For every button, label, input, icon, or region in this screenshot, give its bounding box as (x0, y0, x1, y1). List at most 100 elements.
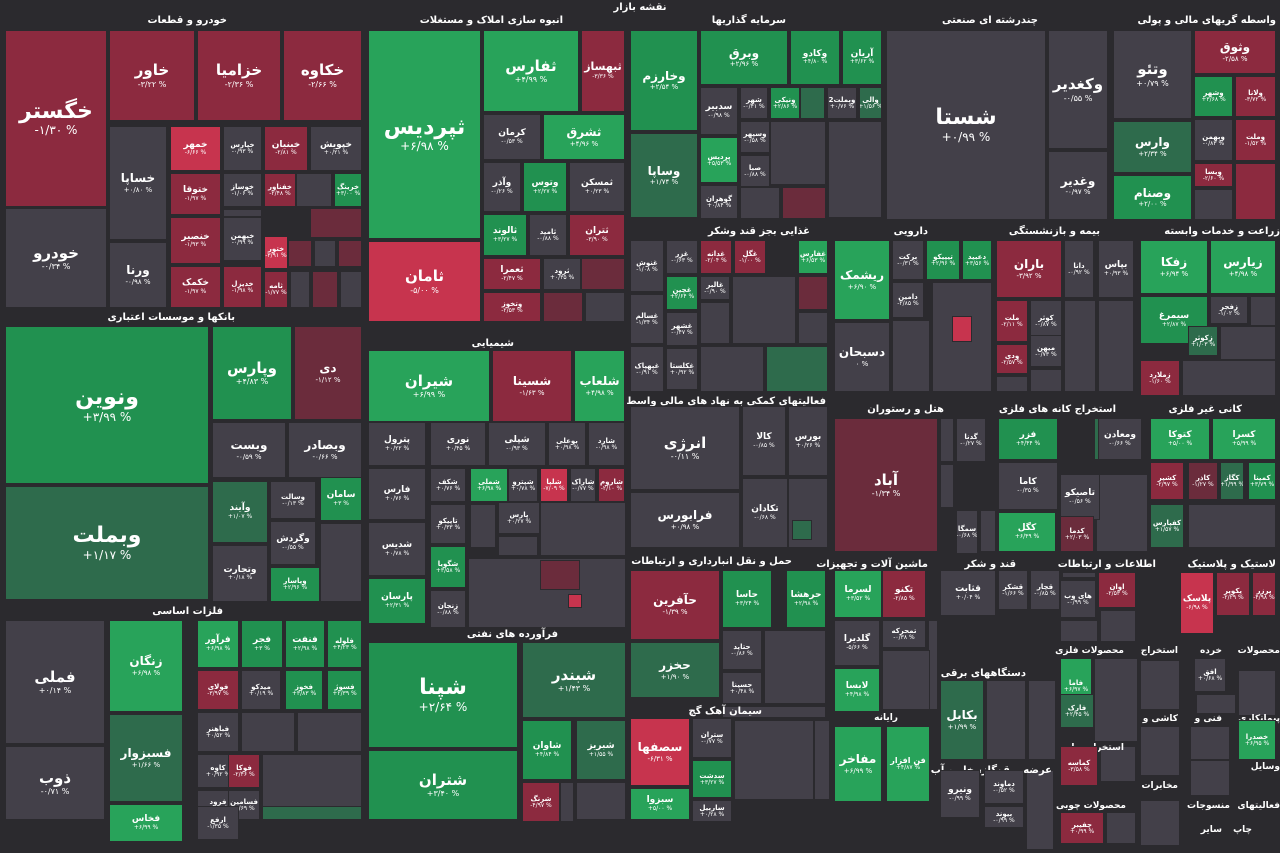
stock-tile[interactable]: خزامیا -۲/۳۶ % (197, 30, 281, 121)
sector-title[interactable]: غذایی بجز قند وشکر (707, 226, 810, 237)
sector-title[interactable]: سیمان آهک گچ (688, 706, 763, 717)
stock-tile[interactable]: بورس +۰/۲۶ % (788, 406, 828, 476)
sector-title[interactable]: فنی و (1194, 714, 1222, 724)
sector-title[interactable]: چاپ (1233, 825, 1252, 835)
stock-tile[interactable]: ثپردیس +۶/۹۸ % (368, 30, 481, 239)
stock-tile[interactable]: پلاسک -۶/۹۸ % (1180, 572, 1214, 634)
stock-tile[interactable]: کاذر -۱/۲۷ % (1188, 462, 1218, 500)
sector-title[interactable]: فعالیتهای (1237, 801, 1280, 811)
sector-title[interactable]: اطلاعات و ارتباطات (1057, 559, 1156, 570)
stock-tile[interactable]: زنگان +۶/۹۸ % (109, 620, 183, 712)
sector-title[interactable]: کانی غیر فلزی (1168, 404, 1242, 415)
stock-tile[interactable]: فارس +۰/۷۶ % (368, 468, 426, 520)
sector-title[interactable]: انبوه سازی املاک و مستغلات (419, 15, 563, 26)
stock-tile[interactable]: وسالت -۰/۱۳ % (270, 481, 316, 519)
stock-tile[interactable]: ونیکی +۲/۸۶ % (770, 87, 800, 119)
sector-title[interactable]: قند و شکر (964, 559, 1016, 570)
stock-tile[interactable]: شاروم -۲/۱۰ % (598, 468, 625, 502)
stock-tile[interactable]: ختور -۳/۹۱ % (264, 236, 288, 269)
stock-tile[interactable]: وبست -۰/۵۹ % (212, 422, 286, 478)
stock-tile[interactable]: شستا +۰/۹۹ % (886, 30, 1046, 220)
stock-tile[interactable]: ورنا -۰/۹۸ % (109, 242, 167, 308)
stock-tile[interactable]: وگردش -۰/۵۵ % (270, 521, 316, 565)
stock-tile[interactable]: سبزوا +۵/۰۰ % (630, 788, 690, 820)
stock-tile[interactable]: تکنو -۲/۸۵ % (882, 570, 926, 618)
stock-tile[interactable]: وصنام +۲/۰۰ % (1113, 175, 1192, 220)
stock-tile[interactable]: خگستر -۱/۳۰ % (5, 30, 107, 207)
stock-tile[interactable]: وپاسار +۲/۹۶ % (270, 567, 320, 602)
stock-tile[interactable]: شلیا -۷/۰۹ % (540, 468, 568, 502)
sector-title[interactable]: واسطه گریهای مالی و پولی (1137, 15, 1276, 26)
stock-tile[interactable]: شارد -۰/۹۸ % (588, 422, 625, 466)
stock-tile[interactable]: ونیرو -۰/۹۹ % (940, 770, 980, 818)
stock-tile[interactable]: بوعلی +۰/۹۸ % (548, 422, 586, 466)
stock-tile[interactable]: وپارس +۴/۸۳ % (212, 326, 292, 420)
stock-tile[interactable]: دانا -۰/۹۲ % (1064, 240, 1094, 298)
stock-tile[interactable]: والی +۱/۵۶ % (859, 87, 882, 119)
sector-title[interactable]: مخابرات (1141, 781, 1178, 791)
stock-tile[interactable]: تمحرکه -۰/۳۸ % (882, 620, 926, 648)
stock-tile[interactable]: خبهمن -۰/۹۹ % (223, 217, 262, 261)
stock-tile[interactable]: شلعاب +۴/۹۸ % (574, 350, 625, 422)
stock-tile[interactable]: ارفع -۱/۳۵ % (197, 806, 239, 840)
stock-tile[interactable]: آریان +۳/۶۲ % (842, 30, 882, 85)
sector-title[interactable]: پیمانکاری (1238, 714, 1280, 724)
stock-tile[interactable]: خصدرا +۶/۹۵ % (1238, 720, 1276, 760)
sector-title[interactable]: بیمه و بازنشستگی (1008, 226, 1100, 237)
stock-tile[interactable]: وآیند +۱/۰۷ % (212, 481, 268, 543)
stock-tile[interactable]: وبهمن -۰/۸۳ % (1194, 119, 1233, 161)
stock-tile[interactable]: کسرا +۵/۹۹ % (1212, 418, 1276, 460)
stock-tile[interactable]: خکاوه -۲/۶۶ % (283, 30, 362, 121)
stock-tile[interactable]: فوکا -۲/۴۶ % (228, 754, 260, 788)
stock-tile[interactable]: میدکو +۰/۱۹ % (241, 670, 281, 710)
stock-tile[interactable]: پارسان +۲/۳۱ % (368, 578, 426, 624)
stock-tile[interactable]: ثبهساز -۳/۳۶ % (581, 30, 625, 112)
stock-tile[interactable]: تکادان -۰/۶۸ % (742, 478, 788, 548)
sector-title[interactable]: خرده (1199, 646, 1222, 656)
stock-tile[interactable]: برکت -۰/۳۱ % (892, 240, 924, 280)
stock-tile[interactable]: غفارس +۶/۵۳ % (798, 240, 828, 274)
stock-tile[interactable]: تاصیکو -۰/۵۶ % (1060, 474, 1100, 520)
stock-tile[interactable]: خبنیان -۲/۸۱ % (264, 126, 308, 171)
stock-tile[interactable]: ملت -۲/۱۱ % (996, 300, 1028, 342)
stock-tile[interactable]: خدیزل -۱/۹۸ % (223, 266, 262, 308)
stock-tile[interactable]: پترول +۰/۲۲ % (368, 422, 426, 466)
stock-tile[interactable]: فنفت +۲/۹۸ % (285, 620, 325, 668)
sector-title[interactable]: استخراج کانه های فلزی (998, 404, 1116, 415)
stock-tile[interactable]: ریشمک +۶/۹۰ % (834, 240, 890, 320)
sector-title[interactable]: خودرو و قطعات (147, 15, 228, 26)
sector-title[interactable]: چندرشته ای صنعتی (942, 15, 1038, 26)
stock-tile[interactable]: وتوس +۲/۲۷ % (523, 162, 567, 212)
stock-tile[interactable]: بیوند -۰/۹۹ % (984, 806, 1024, 828)
stock-tile[interactable]: کگل +۶/۴۹ % (998, 512, 1056, 552)
sector-title[interactable]: دستگاههای برقی (940, 668, 1026, 679)
stock-tile[interactable]: شملی +۶/۹۸ % (470, 468, 508, 502)
stock-tile[interactable]: ونوین +۳/۹۹ % (5, 326, 209, 484)
sector-title[interactable]: لاستیک و پلاستیک (1187, 559, 1276, 570)
stock-tile[interactable]: حرهشا +۲/۹۸ % (786, 570, 826, 628)
stock-tile[interactable]: کمینا +۳/۷۹ % (1248, 462, 1276, 500)
stock-tile[interactable]: فارک +۲/۴۵ % (1060, 694, 1094, 728)
stock-tile[interactable]: کماسه -۳/۵۸ % (1060, 746, 1098, 786)
stock-tile[interactable]: خفناور -۲/۴۸ % (264, 173, 296, 207)
stock-tile[interactable]: غگل -۱/۰۰ % (734, 240, 766, 274)
stock-tile[interactable]: زفکا +۶/۹۴ % (1140, 240, 1208, 294)
stock-tile[interactable]: ثعمرا -۲/۴۷ % (483, 258, 541, 290)
stock-tile[interactable]: خنصیر -۱/۹۳ % (170, 217, 221, 264)
stock-tile[interactable]: شپنا +۲/۶۴ % (368, 642, 518, 748)
stock-tile[interactable]: نوری +۰/۴۵ % (430, 422, 486, 466)
stock-tile[interactable]: غکلستا +۰/۹۲ % (666, 348, 698, 390)
sector-title[interactable]: استخراج (1140, 646, 1178, 656)
sector-title[interactable]: رایانه (874, 713, 898, 723)
stock-tile[interactable]: حسینا +۰/۴۸ % (722, 672, 762, 704)
stock-tile[interactable]: وتخوز -۲/۵۳ % (483, 292, 541, 322)
stock-tile[interactable]: پرزر -۴/۹۸ % (1252, 572, 1276, 616)
stock-tile[interactable]: افق +۰/۶۸ % (1194, 658, 1226, 692)
stock-tile[interactable]: سدبیر -۰/۹۸ % (700, 87, 738, 135)
stock-tile[interactable]: تاپیکو +۰/۳۳ % (430, 504, 466, 544)
stock-tile[interactable]: چفیبر +۰/۹۹ % (1060, 812, 1104, 844)
stock-tile[interactable]: فولای -۳/۹۷ % (197, 670, 239, 710)
stock-tile[interactable]: دسبحان ۰ % (834, 322, 890, 392)
sector-title[interactable]: محصولات فلزی (1055, 646, 1124, 656)
stock-tile[interactable]: وبرق +۲/۹۶ % (700, 30, 788, 85)
